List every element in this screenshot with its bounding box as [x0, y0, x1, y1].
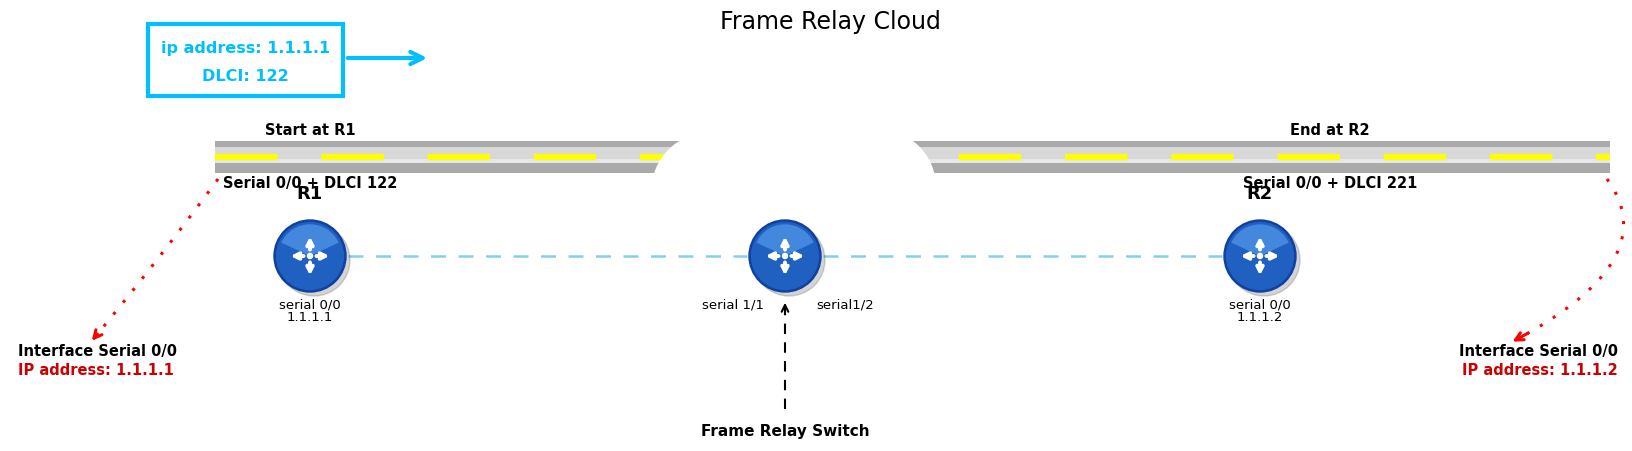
- Circle shape: [1224, 221, 1296, 292]
- Bar: [215, 142, 1609, 174]
- Circle shape: [734, 262, 834, 361]
- Text: serial1/2: serial1/2: [816, 297, 873, 310]
- Circle shape: [751, 223, 818, 290]
- Text: Serial 0/0 + DLCI 221: Serial 0/0 + DLCI 221: [1242, 175, 1417, 191]
- Text: Interface Serial 0/0: Interface Serial 0/0: [1457, 343, 1617, 358]
- Text: Interface Serial 0/0: Interface Serial 0/0: [18, 343, 176, 358]
- Wedge shape: [756, 225, 813, 257]
- Text: R1: R1: [297, 184, 323, 202]
- Wedge shape: [281, 225, 338, 257]
- FancyBboxPatch shape: [149, 25, 343, 97]
- Circle shape: [865, 177, 965, 276]
- Circle shape: [617, 179, 721, 283]
- Circle shape: [277, 225, 349, 296]
- Circle shape: [824, 132, 935, 241]
- Circle shape: [677, 253, 772, 349]
- Text: serial 0/0: serial 0/0: [1229, 297, 1289, 310]
- Circle shape: [854, 230, 945, 322]
- Text: Frame Relay Cloud: Frame Relay Cloud: [720, 10, 940, 34]
- Bar: [215, 159, 1609, 164]
- Circle shape: [625, 216, 725, 316]
- Circle shape: [1226, 223, 1293, 290]
- Circle shape: [702, 105, 826, 229]
- Circle shape: [1227, 225, 1299, 296]
- Text: Start at R1: Start at R1: [264, 123, 356, 138]
- Circle shape: [1257, 254, 1262, 259]
- Circle shape: [651, 133, 767, 249]
- Circle shape: [782, 254, 787, 259]
- Text: IP address: 1.1.1.2: IP address: 1.1.1.2: [1461, 362, 1617, 377]
- Text: 1.1.1.2: 1.1.1.2: [1235, 310, 1283, 323]
- Circle shape: [276, 223, 343, 290]
- Bar: [215, 148, 1609, 159]
- Circle shape: [752, 225, 824, 296]
- Text: 1.1.1.1: 1.1.1.1: [287, 310, 333, 323]
- Text: Serial 0/0 + DLCI 122: Serial 0/0 + DLCI 122: [222, 175, 397, 191]
- Circle shape: [795, 257, 894, 356]
- Circle shape: [274, 221, 346, 292]
- Circle shape: [307, 254, 312, 259]
- Text: End at R2: End at R2: [1289, 123, 1369, 138]
- Text: IP address: 1.1.1.1: IP address: 1.1.1.1: [18, 362, 173, 377]
- Text: serial 0/0: serial 0/0: [279, 297, 341, 310]
- Wedge shape: [1231, 225, 1288, 257]
- Circle shape: [764, 104, 885, 224]
- Text: serial 1/1: serial 1/1: [702, 297, 764, 310]
- Text: DLCI: 122: DLCI: 122: [202, 69, 289, 84]
- Text: Frame Relay Switch: Frame Relay Switch: [700, 423, 868, 438]
- Circle shape: [749, 221, 821, 292]
- Text: R2: R2: [1247, 184, 1273, 202]
- Text: ip address: 1.1.1.1: ip address: 1.1.1.1: [162, 41, 330, 55]
